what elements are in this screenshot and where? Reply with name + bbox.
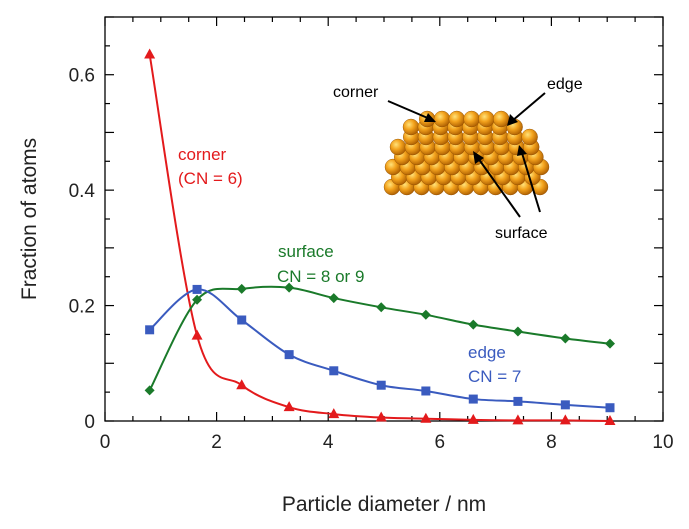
x-tick-label: 0 xyxy=(100,432,111,453)
atom xyxy=(402,118,420,136)
data-point-surface xyxy=(144,385,155,396)
series-edge xyxy=(145,284,615,413)
data-point-corner xyxy=(236,379,248,390)
inset-label-surface: surface xyxy=(495,225,548,242)
series-line-surface xyxy=(148,285,611,391)
arrow-surface-left xyxy=(477,157,521,218)
data-point-corner xyxy=(604,415,616,425)
data-point-corner xyxy=(191,329,203,340)
x-tick-label: 2 xyxy=(211,432,222,453)
data-point-edge xyxy=(513,396,523,406)
data-point-surface xyxy=(284,282,295,293)
data-point-edge xyxy=(284,350,294,360)
series-corner xyxy=(144,48,616,425)
x-axis-label: Particle diameter / nm xyxy=(282,493,486,516)
data-point-edge xyxy=(145,325,155,335)
series-layer xyxy=(144,48,616,425)
data-point-surface xyxy=(192,294,203,305)
data-point-edge xyxy=(192,284,202,294)
arrow-surface-left-head xyxy=(473,151,484,164)
data-point-surface xyxy=(236,283,247,294)
data-point-edge xyxy=(560,400,570,410)
arrow-surface-right xyxy=(521,152,541,213)
data-point-corner xyxy=(420,412,432,423)
data-point-edge xyxy=(237,315,247,325)
annotation-corner: corner (CN = 6) xyxy=(178,145,243,188)
inset-label-edge: edge xyxy=(547,76,583,93)
atom xyxy=(433,110,451,128)
data-point-corner xyxy=(283,401,295,412)
annotation-surface: surface CN = 8 or 9 xyxy=(277,242,364,286)
data-point-surface xyxy=(420,309,431,320)
x-tick-label: 6 xyxy=(435,432,446,453)
annotation-edge: edge CN = 7 xyxy=(468,343,521,386)
data-point-corner xyxy=(559,414,571,425)
data-point-surface xyxy=(560,333,571,344)
arrow-corner xyxy=(387,100,431,120)
y-tick-label: 0.2 xyxy=(69,297,95,318)
data-point-corner xyxy=(512,414,524,425)
data-point-corner xyxy=(328,408,340,419)
atom xyxy=(448,110,465,128)
data-point-surface xyxy=(468,319,479,330)
x-tick-label: 10 xyxy=(652,432,673,453)
data-point-corner xyxy=(467,413,479,424)
atom xyxy=(478,110,495,128)
data-point-corner xyxy=(375,411,387,422)
atom xyxy=(463,110,480,128)
data-point-edge xyxy=(468,394,478,404)
inset-arrows xyxy=(387,92,546,218)
arrow-corner-head xyxy=(424,113,436,122)
y-axis: 0 0.2 0.4 0.6 xyxy=(69,16,663,433)
data-point-surface xyxy=(604,338,615,349)
x-axis: 0 2 4 6 8 10 xyxy=(100,17,674,453)
annotation-corner-line2: (CN = 6) xyxy=(178,169,243,188)
data-point-surface xyxy=(328,293,339,304)
data-point-surface xyxy=(512,326,523,337)
nanoparticle-illustration xyxy=(383,110,550,196)
atom xyxy=(493,110,510,128)
inset-label-corner: corner xyxy=(333,84,379,101)
data-point-edge xyxy=(421,386,431,396)
y-axis-label: Fraction of atoms xyxy=(18,138,41,300)
atom xyxy=(521,128,538,146)
y-tick-label: 0.4 xyxy=(69,181,96,202)
annotation-edge-line2: CN = 7 xyxy=(468,367,521,386)
x-tick-label: 4 xyxy=(323,432,334,453)
data-point-edge xyxy=(376,380,386,390)
atom xyxy=(389,138,407,156)
y-tick-label: 0.6 xyxy=(69,66,95,87)
annotation-edge-line1: edge xyxy=(468,343,506,362)
annotation-surface-line2: CN = 8 or 9 xyxy=(277,267,364,286)
data-point-edge xyxy=(605,403,615,413)
arrow-surface-right-head xyxy=(517,145,527,156)
data-point-corner xyxy=(144,48,156,59)
annotation-surface-line1: surface xyxy=(278,242,334,261)
series-surface xyxy=(144,282,615,396)
y-tick-label: 0 xyxy=(84,412,95,433)
x-tick-label: 8 xyxy=(546,432,557,453)
arrow-edge xyxy=(511,92,546,122)
data-point-surface xyxy=(376,302,387,313)
arrow-edge-head xyxy=(507,114,518,126)
annotation-corner-line1: corner xyxy=(178,145,227,164)
data-point-edge xyxy=(329,366,339,376)
